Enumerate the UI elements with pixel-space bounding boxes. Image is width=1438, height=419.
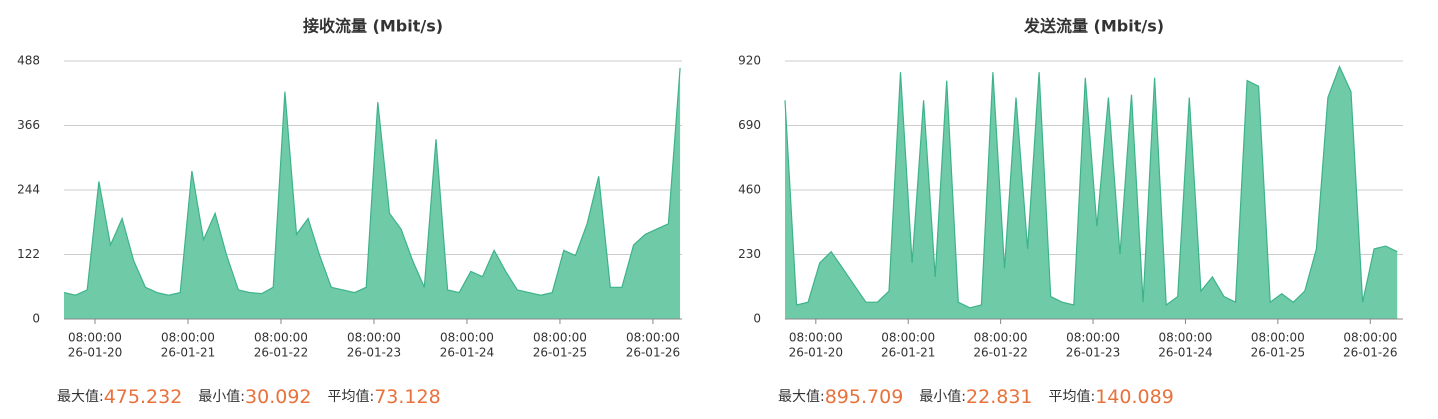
stat-label: 最大值: <box>57 389 104 405</box>
line <box>784 65 1398 309</box>
area <box>785 66 1398 319</box>
y-tick-label: 488 <box>17 54 40 68</box>
stat-label: 平均值: <box>1049 389 1096 405</box>
x-tick-label: 08:00:00 <box>68 331 122 345</box>
y-tick-label: 0 <box>753 312 761 326</box>
x-tick-label: 08:00:00 <box>881 331 935 345</box>
stat-label: 平均值: <box>328 389 375 405</box>
stat-value: 22.831 <box>966 386 1032 408</box>
x-tick-label: 26-01-25 <box>1251 346 1305 360</box>
x-tick-label: 26-01-22 <box>254 346 308 360</box>
x-tick-label: 08:00:00 <box>254 331 308 345</box>
x-tick-label: 08:00:00 <box>1251 331 1305 345</box>
stat-value: 475.232 <box>104 386 183 408</box>
y-tick-label: 366 <box>17 118 40 132</box>
y-tick-label: 0 <box>32 312 40 326</box>
stats: 最大值:475.232 最小值:30.092 平均值:73.128 <box>57 386 441 408</box>
x-tick-label: 26-01-21 <box>161 346 215 360</box>
y-tick-label: 690 <box>738 118 761 132</box>
x-tick-label: 26-01-21 <box>881 346 935 360</box>
x-tick-label: 08:00:00 <box>1158 331 1212 345</box>
y-tick-label: 460 <box>738 183 761 197</box>
stat-label: 最小值: <box>198 389 245 405</box>
x-tick-label: 26-01-22 <box>973 346 1027 360</box>
area <box>64 67 681 320</box>
y-tick-label: 920 <box>738 54 761 68</box>
x-tick-label: 26-01-23 <box>1066 346 1120 360</box>
x-tick-label: 26-01-20 <box>789 346 843 360</box>
x-tick-label: 08:00:00 <box>626 331 680 345</box>
y-tick-label: 122 <box>17 247 40 261</box>
line <box>63 67 681 296</box>
x-tick-label: 08:00:00 <box>161 331 215 345</box>
x-tick-label: 08:00:00 <box>1066 331 1120 345</box>
x-tick-label: 26-01-25 <box>533 346 587 360</box>
x-tick-label: 08:00:00 <box>789 331 843 345</box>
x-tick-label: 26-01-26 <box>1343 346 1397 360</box>
x-tick-label: 08:00:00 <box>533 331 587 345</box>
y-tick-label: 230 <box>738 247 761 261</box>
stat-label: 最小值: <box>919 389 966 405</box>
chart-title: 接收流量 (Mbit/s) <box>303 17 443 36</box>
x-tick-label: 08:00:00 <box>347 331 401 345</box>
stat-value: 895.709 <box>825 386 904 408</box>
x-tick-label: 26-01-24 <box>440 346 494 360</box>
x-tick-label: 26-01-23 <box>347 346 401 360</box>
stat-value: 30.092 <box>245 386 311 408</box>
x-tick-label: 26-01-26 <box>626 346 680 360</box>
x-tick-label: 26-01-24 <box>1158 346 1212 360</box>
x-tick-label: 26-01-20 <box>68 346 122 360</box>
stats: 最大值:895.709 最小值:22.831 平均值:140.089 <box>778 386 1174 408</box>
stat-label: 最大值: <box>778 389 825 405</box>
stat-value: 140.089 <box>1095 386 1174 408</box>
x-tick-label: 08:00:00 <box>974 331 1028 345</box>
x-tick-label: 08:00:00 <box>440 331 494 345</box>
chart-title: 发送流量 (Mbit/s) <box>1023 17 1164 36</box>
stat-value: 73.128 <box>374 386 440 408</box>
y-tick-label: 244 <box>17 183 40 197</box>
x-tick-label: 08:00:00 <box>1343 331 1397 345</box>
